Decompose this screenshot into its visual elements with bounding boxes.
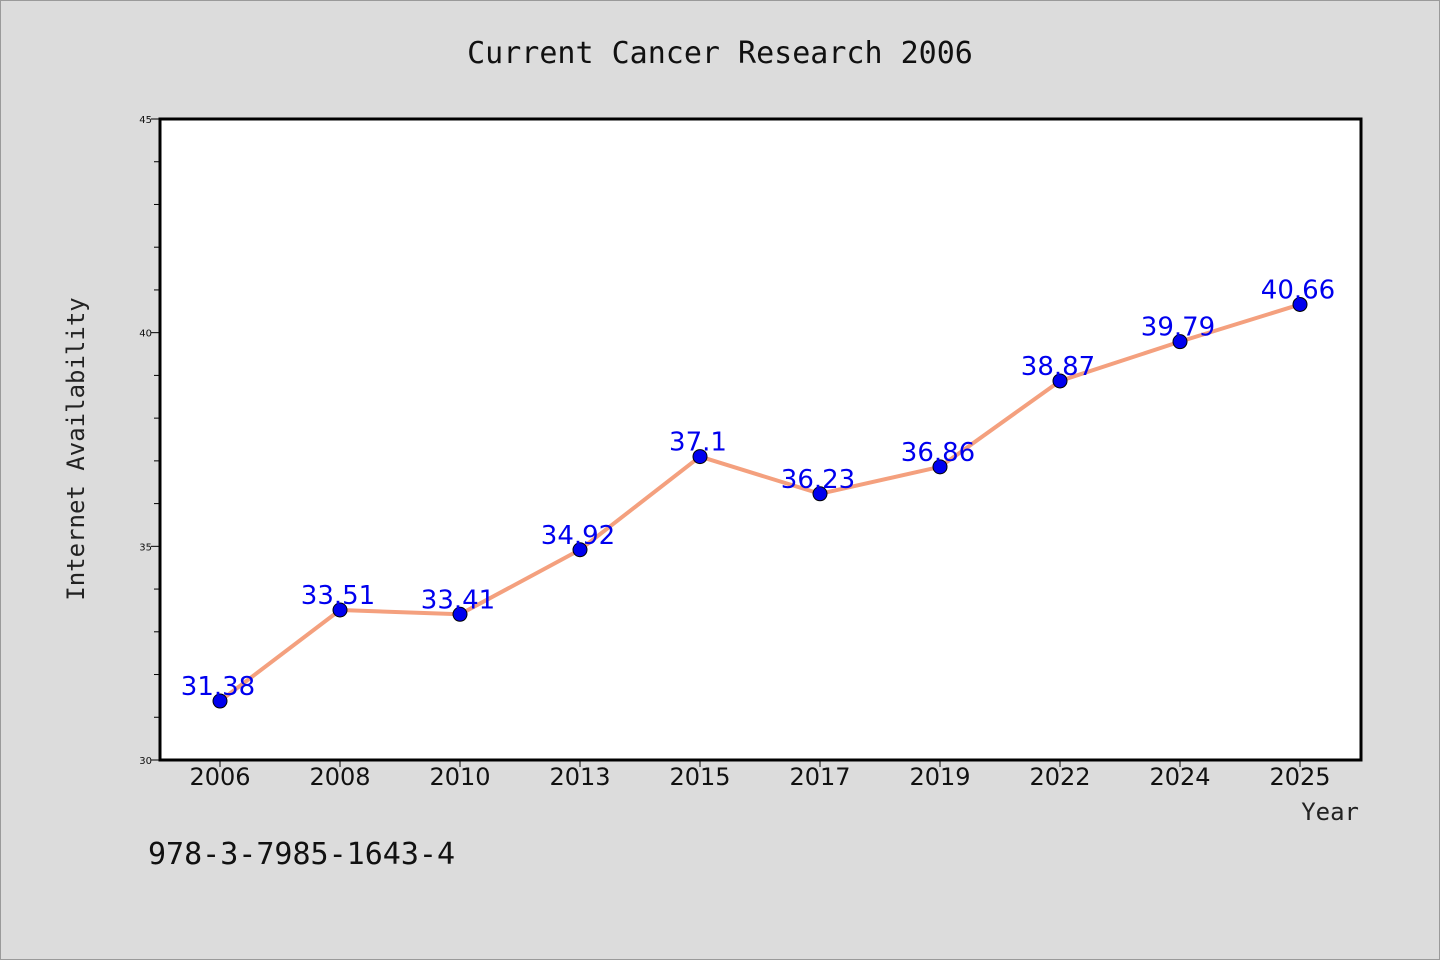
data-label: 37.1 <box>669 428 727 458</box>
x-axis: 2006 2008 2010 2013 2015 2017 2019 2022 2024 2025 <box>189 760 1331 791</box>
y-tick-label: 35 <box>139 542 152 553</box>
data-label: 40.66 <box>1261 275 1335 305</box>
data-label: 36.23 <box>781 465 855 495</box>
data-label: 39.79 <box>1141 313 1215 343</box>
x-tick-label: 2017 <box>789 763 850 791</box>
data-label: 33.41 <box>421 585 495 615</box>
data-label: 36.86 <box>901 438 975 468</box>
y-axis: 30 35 40 45 <box>139 115 160 767</box>
x-tick-label: 2008 <box>309 763 370 791</box>
x-tick-label: 2010 <box>429 763 490 791</box>
y-tick-label: 45 <box>139 115 152 126</box>
series-markers <box>212 296 1308 709</box>
data-point <box>332 602 348 618</box>
x-tick-label: 2025 <box>1269 763 1330 791</box>
x-tick-label: 2019 <box>909 763 970 791</box>
chart-title: Current Cancer Research 2006 <box>467 36 973 71</box>
data-point <box>1052 373 1068 389</box>
data-label: 38.87 <box>1021 352 1095 382</box>
data-labels: 31.38 33.51 33.41 34.92 37.1 36.23 36.86 38.87 3… <box>181 275 1335 702</box>
data-label: 33.51 <box>301 581 375 611</box>
y-tick-label: 40 <box>139 329 152 340</box>
series-line <box>218 302 1301 703</box>
data-point <box>812 486 828 502</box>
x-axis-label: Year <box>1301 798 1359 826</box>
data-point <box>572 542 588 558</box>
x-tick-label: 2024 <box>1149 763 1210 791</box>
x-tick-label: 2006 <box>189 763 250 791</box>
x-tick-label: 2013 <box>549 763 610 791</box>
data-point <box>212 693 228 709</box>
data-point <box>932 459 948 475</box>
plot-area <box>158 117 1363 762</box>
x-tick-label: 2015 <box>669 763 730 791</box>
data-point <box>452 606 468 622</box>
data-point <box>692 449 708 465</box>
data-label: 34.92 <box>541 521 615 551</box>
data-point <box>1292 296 1308 312</box>
data-point <box>1172 334 1188 350</box>
isbn-text: 978-3-7985-1643-4 <box>148 837 455 872</box>
series-line-group <box>218 302 1301 703</box>
x-tick-label: 2022 <box>1029 763 1090 791</box>
y-axis-label: Internet Availability <box>62 297 90 600</box>
y-tick-label: 30 <box>139 756 152 767</box>
data-label: 31.38 <box>181 672 255 702</box>
